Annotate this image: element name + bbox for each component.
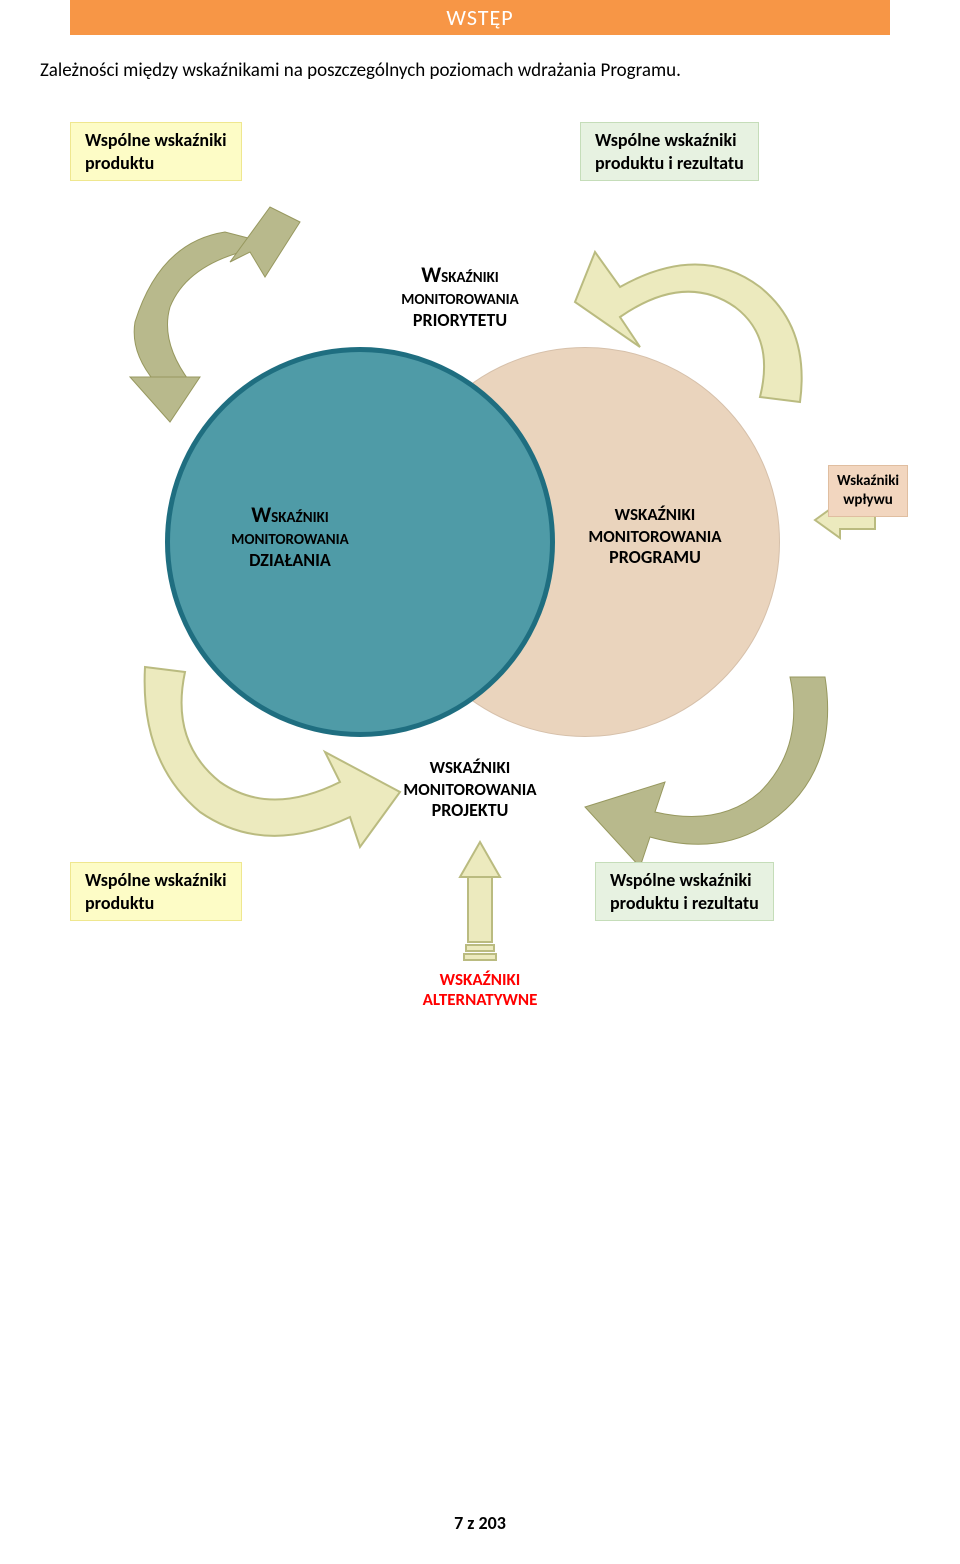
label-action-w: W bbox=[251, 501, 271, 528]
box-bottom-right-line2: produktu i rezultatu bbox=[610, 892, 759, 914]
label-project: WSKAŹNIKI MONITOROWANIA PROJEKTU bbox=[380, 757, 560, 822]
box-bottom-left: Wspólne wskaźniki produktu bbox=[70, 862, 242, 921]
label-alternative: WSKAŹNIKI ALTERNATYWNE bbox=[390, 970, 570, 1011]
label-program-l3: PROGRAMU bbox=[609, 546, 701, 568]
label-alternative-l1: WSKAŹNIKI bbox=[440, 969, 521, 990]
box-top-left-line1: Wspólne wskaźniki bbox=[85, 129, 227, 151]
label-action-l2: MONITOROWANIA bbox=[231, 531, 349, 549]
box-top-right-line2: produktu i rezultatu bbox=[595, 152, 744, 174]
label-program-l2: MONITOROWANIA bbox=[588, 526, 721, 547]
label-priority-w: W bbox=[421, 261, 441, 288]
label-project-l1: WSKAŹNIKI bbox=[430, 757, 511, 778]
arrow-top-left bbox=[130, 207, 300, 422]
label-alternative-l2: ALTERNATYWNE bbox=[423, 989, 538, 1010]
header-title: WSTĘP bbox=[446, 4, 513, 31]
label-priority-l2: MONITOROWANIA bbox=[401, 291, 519, 309]
label-action-l3: DZIAŁANIA bbox=[249, 549, 331, 571]
box-bottom-left-line2: produktu bbox=[85, 892, 154, 914]
label-priority: WSKAŹNIKI MONITOROWANIA PRIORYTETU bbox=[370, 262, 550, 332]
box-top-right-line1: Wspólne wskaźniki bbox=[595, 129, 737, 151]
label-action: WSKAŹNIKI MONITOROWANIA DZIAŁANIA bbox=[205, 502, 375, 572]
arrow-top-right bbox=[575, 252, 802, 402]
label-program-l1: WSKAŹNIKI bbox=[615, 504, 696, 525]
box-bottom-right: Wspólne wskaźniki produktu i rezultatu bbox=[595, 862, 774, 921]
arrow-bottom-left bbox=[145, 667, 400, 847]
box-top-left: Wspólne wskaźniki produktu bbox=[70, 122, 242, 181]
header-bar: WSTĘP bbox=[70, 0, 890, 35]
label-priority-rest: SKAŹNIKI bbox=[441, 269, 499, 287]
box-impact-line2: wpływu bbox=[843, 491, 893, 509]
page-subtitle: Zależności między wskaźnikami na poszcze… bbox=[40, 59, 920, 82]
diagram-container: Wspólne wskaźniki produktu Wspólne wskaź… bbox=[40, 122, 920, 1022]
box-impact: Wskaźniki wpływu bbox=[828, 465, 908, 517]
label-project-l2: MONITOROWANIA bbox=[403, 779, 536, 800]
box-bottom-left-line1: Wspólne wskaźniki bbox=[85, 869, 227, 891]
page-footer: 7 z 203 bbox=[0, 1512, 960, 1534]
box-top-left-line2: produktu bbox=[85, 152, 154, 174]
box-impact-line1: Wskaźniki bbox=[837, 472, 899, 490]
label-action-rest: SKAŹNIKI bbox=[271, 509, 329, 527]
label-project-l3: PROJEKTU bbox=[432, 799, 509, 821]
arrow-bottom-right bbox=[585, 677, 828, 867]
label-program: WSKAŹNIKI MONITOROWANIA PROGRAMU bbox=[565, 504, 745, 569]
arrow-alternative bbox=[460, 842, 500, 960]
label-priority-l3: PRIORYTETU bbox=[413, 309, 507, 331]
box-top-right: Wspólne wskaźniki produktu i rezultatu bbox=[580, 122, 759, 181]
box-bottom-right-line1: Wspólne wskaźniki bbox=[610, 869, 752, 891]
